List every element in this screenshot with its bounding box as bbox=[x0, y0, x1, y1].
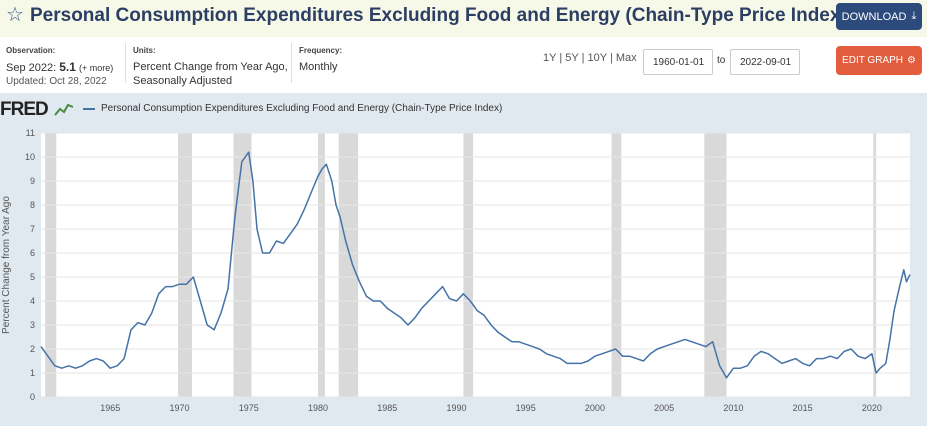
y-tick-label: 2 bbox=[30, 344, 35, 354]
download-button[interactable]: DOWNLOAD ⤓ bbox=[836, 3, 922, 30]
meta-divider bbox=[125, 43, 126, 83]
x-tick-label: 1975 bbox=[239, 403, 259, 413]
x-tick-label: 1985 bbox=[377, 403, 397, 413]
legend-label: Personal Consumption Expenditures Exclud… bbox=[101, 103, 503, 114]
fred-logo: FRED bbox=[0, 99, 49, 120]
star-icon[interactable]: ☆ bbox=[6, 4, 24, 26]
x-tick-labels: 1965 1970 1975 1980 1985 1990 1995 2000 2005 2010… bbox=[100, 403, 882, 413]
y-tick-label: 5 bbox=[30, 272, 35, 282]
legend-swatch bbox=[83, 107, 95, 110]
edit-graph-button[interactable]: EDIT GRAPH ⚙ bbox=[836, 46, 922, 75]
gear-icon: ⚙ bbox=[906, 55, 916, 66]
recession-band bbox=[178, 133, 192, 397]
page-title: Personal Consumption Expenditures Exclud… bbox=[30, 5, 906, 27]
download-label: DOWNLOAD bbox=[841, 10, 907, 23]
x-tick-label: 2010 bbox=[723, 403, 743, 413]
range-separator: | bbox=[581, 52, 585, 64]
plot-background bbox=[41, 133, 910, 397]
y-tick-label: 10 bbox=[25, 152, 35, 162]
observation-block: Observation: Sep 2022: 5.1 (+ more) Upda… bbox=[6, 44, 124, 89]
y-axis-label: Percent Change from Year Ago bbox=[1, 196, 12, 334]
frequency-value: Monthly bbox=[299, 61, 338, 73]
x-tick-label: 2020 bbox=[862, 403, 882, 413]
x-tick-label: 1980 bbox=[308, 403, 328, 413]
y-tick-label: 1 bbox=[30, 368, 35, 378]
updated-date: Updated: Oct 28, 2022 bbox=[6, 76, 107, 87]
y-tick-label: 11 bbox=[26, 128, 35, 138]
observation-label: Observation: bbox=[6, 46, 56, 55]
frequency-block: Frequency: Monthly bbox=[299, 44, 379, 74]
range-1y-link[interactable]: 1Y bbox=[543, 52, 557, 64]
y-tick-labels: 0 1 2 3 4 5 6 7 8 9 10 11 bbox=[25, 128, 35, 402]
observation-more-link[interactable]: (+ more) bbox=[78, 63, 114, 73]
range-10y-link[interactable]: 10Y bbox=[587, 52, 607, 64]
x-tick-label: 1970 bbox=[169, 403, 189, 413]
recession-band bbox=[45, 133, 57, 397]
fred-logo-chart-icon bbox=[54, 103, 74, 116]
units-block: Units: Percent Change from Year Ago, Sea… bbox=[133, 44, 293, 88]
recession-band bbox=[317, 133, 325, 397]
meta-divider bbox=[291, 43, 292, 83]
edit-graph-label: EDIT GRAPH bbox=[842, 55, 903, 66]
observation-value: 5.1 bbox=[59, 60, 76, 74]
y-tick-label: 6 bbox=[30, 248, 35, 258]
recession-bands bbox=[45, 133, 877, 397]
units-line2: Seasonally Adjusted bbox=[133, 75, 233, 87]
x-tick-label: 2015 bbox=[793, 403, 813, 413]
units-label: Units: bbox=[133, 46, 156, 55]
title-bar: ☆ Personal Consumption Expenditures Excl… bbox=[0, 0, 927, 37]
recession-band bbox=[463, 133, 474, 397]
x-tick-label: 2005 bbox=[654, 403, 674, 413]
observation-date: Sep 2022: bbox=[6, 62, 57, 74]
y-tick-label: 3 bbox=[30, 320, 35, 330]
range-max-link[interactable]: Max bbox=[615, 52, 637, 64]
page-title-text: Personal Consumption Expenditures Exclud… bbox=[30, 5, 847, 26]
gridlines bbox=[41, 132, 910, 398]
frequency-label: Frequency: bbox=[299, 46, 343, 55]
series-layer bbox=[40, 151, 911, 379]
range-5y-link[interactable]: 5Y bbox=[565, 52, 579, 64]
recession-band bbox=[233, 133, 252, 397]
download-icon: ⤓ bbox=[911, 10, 917, 22]
range-separator: | bbox=[609, 52, 613, 64]
recession-band bbox=[704, 133, 727, 397]
end-date-input[interactable] bbox=[730, 49, 800, 75]
range-separator: | bbox=[559, 52, 563, 64]
to-label: to bbox=[717, 55, 726, 66]
y-tick-label: 7 bbox=[30, 224, 35, 234]
recession-band bbox=[611, 133, 622, 397]
x-tick-label: 1965 bbox=[100, 403, 120, 413]
recession-band bbox=[338, 133, 359, 397]
range-links: 1Y | 5Y | 10Y | Max bbox=[543, 52, 637, 64]
legend: Personal Consumption Expenditures Exclud… bbox=[83, 103, 502, 114]
x-tick-label: 1995 bbox=[516, 403, 536, 413]
y-tick-label: 8 bbox=[30, 200, 35, 210]
series-line bbox=[40, 151, 911, 379]
meta-row: Observation: Sep 2022: 5.1 (+ more) Upda… bbox=[0, 37, 927, 93]
y-tick-label: 4 bbox=[30, 296, 35, 306]
start-date-input[interactable] bbox=[643, 49, 713, 75]
units-line1: Percent Change from Year Ago, bbox=[133, 61, 288, 73]
x-tick-label: 2000 bbox=[585, 403, 605, 413]
y-tick-label: 0 bbox=[30, 392, 35, 402]
x-tick-label: 1990 bbox=[446, 403, 466, 413]
y-tick-label: 9 bbox=[30, 176, 35, 186]
chart-panel: FRED Personal Consumption Expenditures E… bbox=[0, 93, 927, 426]
recession-band bbox=[873, 133, 877, 397]
